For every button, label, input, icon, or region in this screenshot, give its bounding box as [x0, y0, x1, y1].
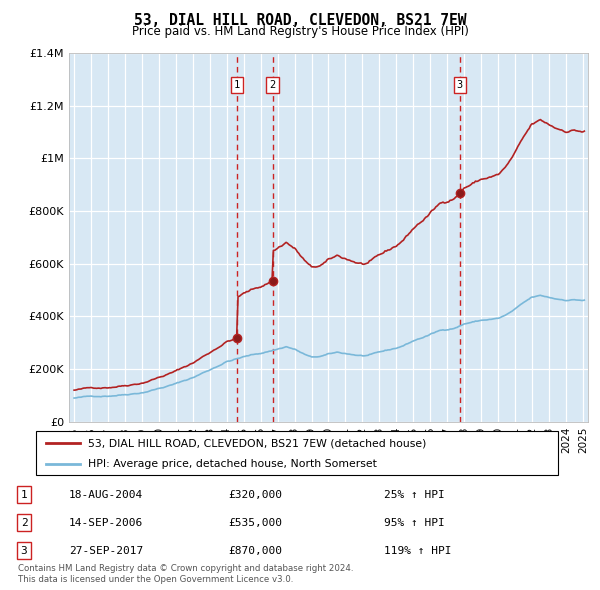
Text: 18-AUG-2004: 18-AUG-2004 — [69, 490, 143, 500]
Text: 2: 2 — [269, 80, 275, 90]
Text: 1: 1 — [20, 490, 28, 500]
FancyBboxPatch shape — [36, 431, 558, 475]
Text: This data is licensed under the Open Government Licence v3.0.: This data is licensed under the Open Gov… — [18, 575, 293, 584]
Text: £870,000: £870,000 — [228, 546, 282, 556]
Text: 95% ↑ HPI: 95% ↑ HPI — [384, 518, 445, 527]
Text: 3: 3 — [20, 546, 28, 556]
Text: £535,000: £535,000 — [228, 518, 282, 527]
Text: 25% ↑ HPI: 25% ↑ HPI — [384, 490, 445, 500]
Text: 1: 1 — [234, 80, 241, 90]
Text: Contains HM Land Registry data © Crown copyright and database right 2024.: Contains HM Land Registry data © Crown c… — [18, 565, 353, 573]
Text: £320,000: £320,000 — [228, 490, 282, 500]
Text: 27-SEP-2017: 27-SEP-2017 — [69, 546, 143, 556]
Text: Price paid vs. HM Land Registry's House Price Index (HPI): Price paid vs. HM Land Registry's House … — [131, 25, 469, 38]
Text: 53, DIAL HILL ROAD, CLEVEDON, BS21 7EW: 53, DIAL HILL ROAD, CLEVEDON, BS21 7EW — [134, 13, 466, 28]
Text: HPI: Average price, detached house, North Somerset: HPI: Average price, detached house, Nort… — [88, 459, 377, 469]
Text: 2: 2 — [20, 518, 28, 527]
Text: 3: 3 — [457, 80, 463, 90]
Text: 14-SEP-2006: 14-SEP-2006 — [69, 518, 143, 527]
Text: 119% ↑ HPI: 119% ↑ HPI — [384, 546, 452, 556]
Text: 53, DIAL HILL ROAD, CLEVEDON, BS21 7EW (detached house): 53, DIAL HILL ROAD, CLEVEDON, BS21 7EW (… — [88, 438, 427, 448]
